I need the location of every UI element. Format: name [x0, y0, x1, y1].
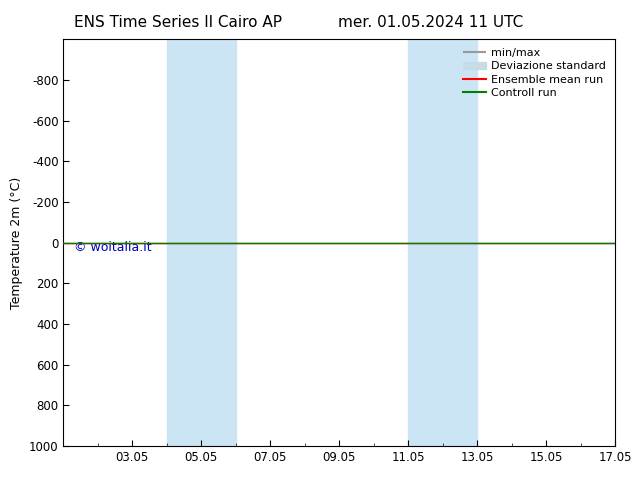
Bar	[408, 39, 477, 446]
Text: © woitalia.it: © woitalia.it	[74, 241, 152, 253]
Bar	[167, 39, 236, 446]
Legend: min/max, Deviazione standard, Ensemble mean run, Controll run: min/max, Deviazione standard, Ensemble m…	[460, 45, 609, 101]
Y-axis label: Temperature 2m (°C): Temperature 2m (°C)	[10, 176, 23, 309]
Text: ENS Time Series Il Cairo AP: ENS Time Series Il Cairo AP	[74, 15, 281, 30]
Text: mer. 01.05.2024 11 UTC: mer. 01.05.2024 11 UTC	[339, 15, 524, 30]
